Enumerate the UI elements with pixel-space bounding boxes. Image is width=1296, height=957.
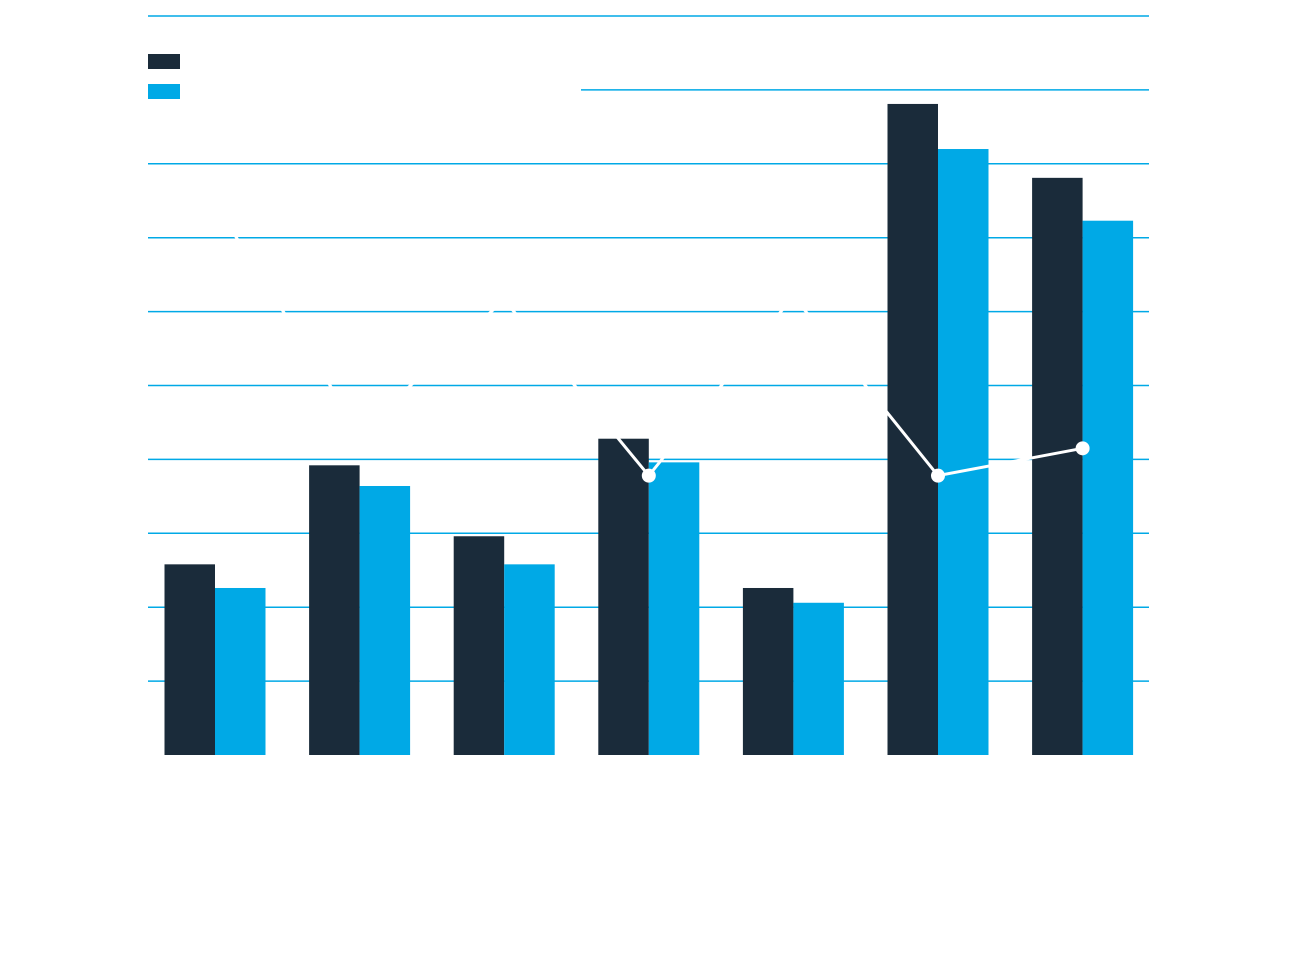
bar-blue-5 [793, 602, 844, 755]
line-point-4 [641, 468, 656, 483]
bar-dark-7 [1032, 177, 1083, 755]
bar-blue-7 [1082, 220, 1134, 755]
line-point-5 [786, 289, 801, 304]
line-point-3 [497, 292, 512, 307]
line-point-6 [931, 468, 945, 483]
bar-dark-5 [742, 587, 794, 755]
bar-blue-3 [504, 564, 555, 755]
bar-blue-1 [215, 587, 266, 755]
bars [164, 103, 1134, 756]
line-point-1 [208, 196, 222, 211]
bar-dark-1 [164, 564, 215, 755]
line-point-2 [352, 425, 367, 440]
line-series [208, 196, 1090, 483]
bar-dark-3 [453, 536, 505, 755]
bar-blue-2 [359, 486, 411, 755]
bar-blue-6 [938, 149, 989, 755]
bar-dark-2 [309, 465, 360, 755]
bar-dark-4 [598, 438, 649, 755]
bar-blue-4 [648, 462, 700, 755]
line-point-7 [1075, 441, 1090, 456]
bar-dark-6 [887, 103, 938, 756]
legend [148, 54, 180, 99]
legend-swatch-blue [148, 84, 180, 99]
legend-swatch-dark [148, 54, 180, 69]
